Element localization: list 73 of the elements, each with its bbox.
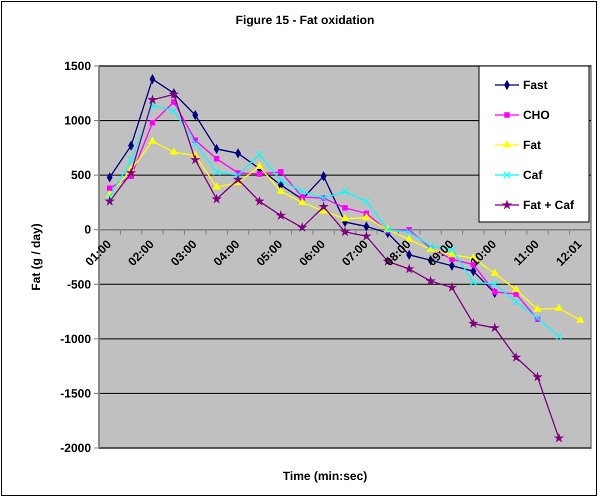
point xyxy=(148,96,157,104)
point xyxy=(276,211,285,220)
point xyxy=(362,232,370,240)
legend-label: Fat xyxy=(523,138,542,152)
legend-label: Fat + Caf xyxy=(523,198,576,212)
y-tick-label: -1500 xyxy=(60,386,92,400)
y-tick-label: 1500 xyxy=(64,59,92,73)
point xyxy=(150,120,156,126)
point xyxy=(278,169,284,175)
point xyxy=(298,223,306,232)
point xyxy=(448,283,456,292)
legend-label: Caf xyxy=(523,168,544,182)
point xyxy=(554,434,564,442)
point xyxy=(362,198,370,206)
y-tick-label: 500 xyxy=(70,168,92,182)
chart-title: Figure 15 - Fat oxidation xyxy=(236,13,374,27)
y-axis-title: Fat (g / day) xyxy=(29,223,43,291)
y-tick-label: -500 xyxy=(66,277,92,292)
y-tick-label: 0 xyxy=(84,222,92,237)
point xyxy=(276,186,285,194)
point xyxy=(212,182,221,190)
point xyxy=(405,264,414,273)
point xyxy=(212,194,221,203)
y-tick-label: -2000 xyxy=(60,441,92,455)
point xyxy=(234,175,242,184)
point xyxy=(341,188,349,196)
point xyxy=(555,332,563,340)
point xyxy=(191,156,200,164)
point xyxy=(148,102,156,110)
point xyxy=(512,353,520,361)
point xyxy=(298,198,306,205)
point xyxy=(554,303,564,311)
point xyxy=(191,140,200,148)
point xyxy=(405,228,413,236)
point xyxy=(170,147,178,155)
point xyxy=(576,315,584,323)
point xyxy=(340,214,350,222)
point xyxy=(214,156,220,162)
point xyxy=(426,276,435,285)
point xyxy=(299,194,305,200)
point xyxy=(512,298,520,306)
point xyxy=(212,168,220,176)
point xyxy=(277,176,285,184)
point xyxy=(170,106,178,115)
point xyxy=(126,168,136,177)
point xyxy=(106,193,114,201)
point xyxy=(148,136,157,144)
point xyxy=(256,171,262,177)
point xyxy=(533,304,542,312)
point xyxy=(469,319,478,328)
point xyxy=(490,280,499,288)
point xyxy=(127,156,135,164)
point xyxy=(490,324,499,332)
x-axis-title: Time (min:sec) xyxy=(282,469,368,483)
point xyxy=(362,212,371,220)
point xyxy=(106,197,114,205)
point xyxy=(234,171,242,179)
point xyxy=(512,284,520,292)
legend-label: CHO xyxy=(523,108,550,122)
point xyxy=(320,202,328,210)
y-tick-label: -1000 xyxy=(60,332,92,346)
point xyxy=(255,197,264,205)
point xyxy=(490,268,499,276)
point xyxy=(298,188,306,196)
point xyxy=(342,205,348,211)
point xyxy=(340,228,350,236)
point xyxy=(256,150,264,158)
point xyxy=(106,186,112,191)
y-tick-label: 1000 xyxy=(64,114,92,128)
point xyxy=(533,372,542,381)
legend-label: Fast xyxy=(523,78,548,92)
point xyxy=(470,278,478,286)
point xyxy=(255,162,264,169)
